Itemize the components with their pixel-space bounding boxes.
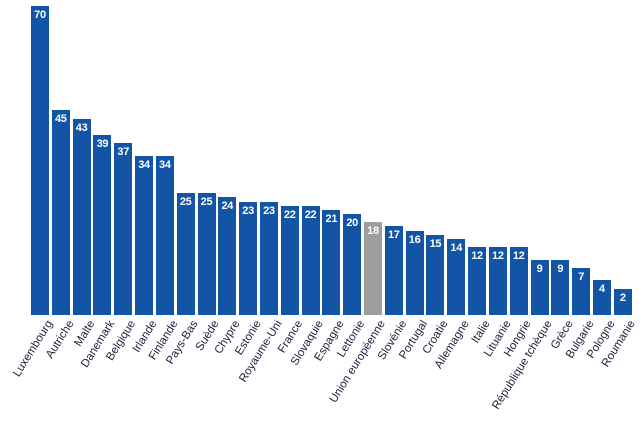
bar: 37 [114, 143, 133, 315]
bar-value-label: 37 [117, 146, 130, 158]
bar-value-label: 12 [471, 250, 483, 262]
bar-column: 21 Espagne [312, 0, 347, 363]
bar-value-label: 21 [325, 213, 338, 225]
bar: 12 [468, 247, 487, 315]
bar-value-label: 22 [283, 209, 296, 221]
bar-value-label: 9 [536, 263, 543, 275]
bar-column: 14 Allemagne [433, 0, 472, 371]
bar: 9 [530, 260, 549, 315]
bar-value-label: 15 [429, 238, 442, 250]
bar-value-label: 23 [263, 205, 275, 217]
bar-column: 17 Slovénie [376, 0, 409, 362]
bar: 4 [592, 280, 611, 315]
bar-column: 7 Bulgarie [564, 0, 596, 361]
bar-column: 12 Italie [468, 0, 492, 345]
bar-column: 43 Malte [72, 0, 97, 349]
bar-value-label: 14 [450, 242, 463, 254]
bar: 34 [135, 156, 154, 315]
bar-column: 12 Hongrie [502, 0, 534, 359]
bar-column: 22 France [276, 0, 305, 355]
bar-column: 15 Croatie [421, 0, 451, 356]
bar-column: 2 Roumanie [600, 0, 638, 369]
bar: 39 [93, 135, 112, 315]
bar: 25 [176, 193, 195, 315]
bar: 21 [322, 210, 341, 315]
bar: 2 [613, 289, 632, 315]
bar-column: 34 Finlande [147, 0, 180, 362]
bar-column: 34 Irlande [131, 0, 159, 355]
bar-value-label: 25 [200, 196, 213, 208]
bar-column: 22 Slovaquie [289, 0, 326, 368]
bar: 12 [488, 247, 507, 315]
bar-value-label: 39 [96, 138, 109, 150]
bar-value-label: 17 [387, 229, 400, 241]
bar-value-label: 7 [578, 271, 585, 283]
bar-column: 16 Portugal [397, 0, 430, 361]
bar: 24 [218, 197, 237, 315]
bar-column: 37 Belgique [105, 0, 139, 363]
bar-column: 9 Grèce [549, 0, 576, 351]
bar-value-label: 12 [492, 250, 504, 262]
bar: 23 [259, 202, 278, 315]
bar: 14 [447, 239, 466, 315]
bar: 12 [509, 247, 528, 315]
bar-column: 12 Lituanie [482, 0, 513, 359]
bar: 17 [384, 226, 403, 315]
bar-value-label: 23 [242, 205, 254, 217]
bar: 9 [551, 260, 570, 315]
bar: 15 [426, 235, 445, 315]
bar-column: 23 Royaume-Uni [237, 0, 284, 384]
bar-value-label: 45 [54, 113, 67, 125]
bar: 43 [72, 119, 91, 315]
bar-value-label: 9 [557, 263, 564, 275]
bar-column: 25 Suède [194, 0, 222, 353]
bar-value-label: 18 [367, 225, 379, 237]
bar: 70 [31, 6, 49, 315]
bar-column: 24 Chypre [213, 0, 243, 356]
bar-column: 23 Estonie [233, 0, 263, 357]
bar: 23 [239, 202, 258, 315]
bar-value-label: 43 [75, 122, 88, 134]
bar: 25 [197, 193, 216, 315]
bar-eu-highlight: 18 [364, 222, 382, 315]
bar-value-label: 25 [179, 196, 192, 208]
bar: 34 [155, 156, 174, 315]
bar-value-label: 20 [346, 217, 358, 229]
bar-value-label: 2 [619, 292, 626, 304]
bar-value-label: 22 [304, 209, 317, 221]
bar-column: 20 Lettonie [336, 0, 368, 360]
bar: 45 [51, 110, 70, 315]
bar-column: 9 République tchèque [490, 0, 555, 412]
bar-column: 4 Pologne [585, 0, 617, 361]
bar: 20 [343, 214, 362, 315]
bar-value-label: 12 [512, 250, 525, 262]
bar-chart: 70 Luxembourg 45 Autriche 43 Malte 39 Danemark 3… [11, 0, 638, 412]
bar-column: 45 Autriche [44, 0, 76, 361]
bar-value-label: 24 [221, 200, 234, 212]
bar-column: 70 Luxembourg [11, 0, 55, 379]
bar-value-label: 70 [34, 9, 46, 21]
bar: 16 [405, 231, 424, 315]
bar-column: 39 Danemark [79, 0, 118, 370]
bar-column: 18 Union européenne [328, 0, 388, 405]
bar-value-label: 34 [138, 159, 150, 171]
bar: 22 [301, 206, 320, 315]
bar-value-label: 4 [599, 283, 605, 295]
bar: 7 [572, 268, 591, 315]
bar: 22 [280, 206, 299, 315]
bar-column: 25 Pays-Bas [165, 0, 201, 367]
bar-value-label: 16 [408, 234, 421, 246]
bar-value-label: 34 [159, 159, 171, 171]
